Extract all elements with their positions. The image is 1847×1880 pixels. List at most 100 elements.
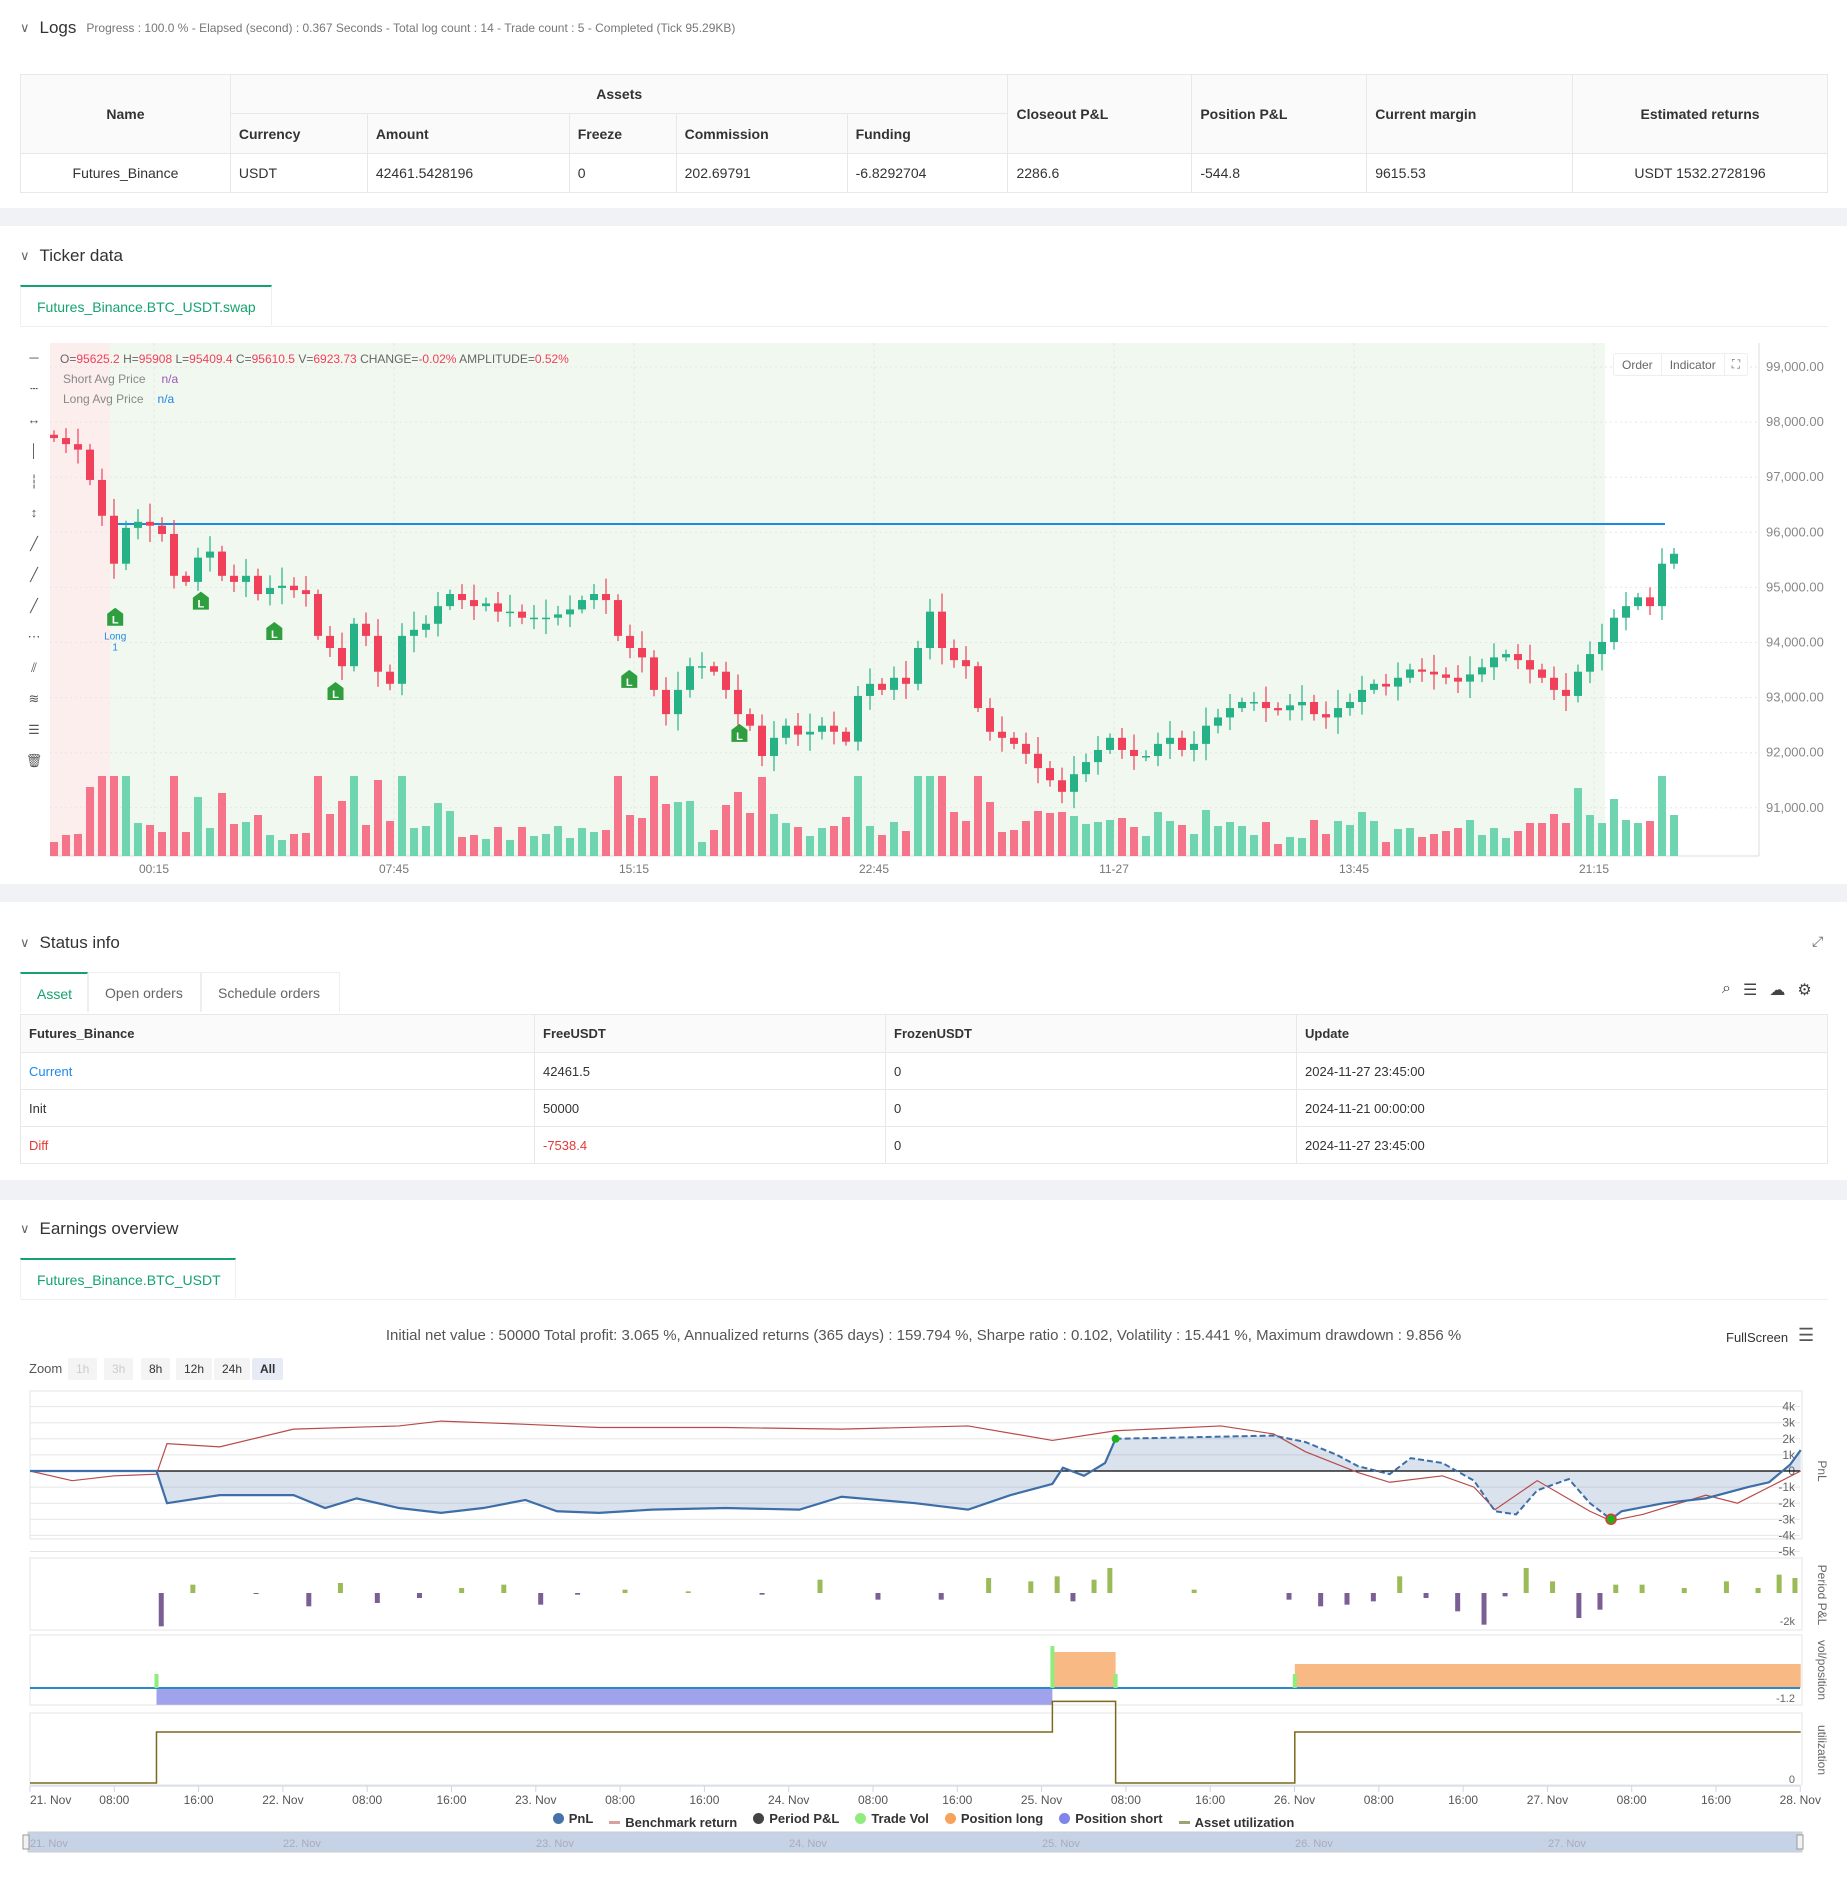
vertical-line-icon[interactable]: │ [29,443,39,458]
zoom-1h-button[interactable]: 1h [68,1358,98,1380]
candle [1502,654,1510,658]
volume-bar [314,776,322,856]
pnl-area [30,1435,1801,1520]
marker-label: L [332,689,339,701]
earnings-title: Earnings overview [39,1219,179,1238]
col-position-pnl: Position P&L [1191,74,1368,154]
zoom-8h-button[interactable]: 8h [141,1358,171,1380]
ticker-header[interactable]: ∨ Ticker data [20,246,123,266]
candlestick-chart[interactable]: 99,000.00 98,000.00 97,000.00 96,000.00 95,0… [0,330,1847,882]
search-icon[interactable]: ⌕ [1722,980,1731,997]
legend-item[interactable]: Position long [944,1811,1043,1826]
earnings-header[interactable]: ∨ Earnings overview [20,1219,178,1239]
horizontal-ray-icon[interactable]: ┄ [30,381,38,396]
candle [146,521,154,526]
status-header[interactable]: ∨ Status info [20,933,120,953]
legend-item[interactable]: Trade Vol [855,1811,929,1826]
parallel-channel-icon[interactable]: ⫽ [31,660,37,675]
price-label-icon[interactable]: ⋯ [27,629,41,644]
expand-icon[interactable]: ⛶ [1731,357,1741,371]
chevron-down-icon[interactable]: ∨ [20,20,30,35]
volume-bar [1046,813,1054,856]
legend-item[interactable]: Position short [1059,1811,1163,1826]
fib-lines-icon[interactable]: ≋ [28,691,40,706]
navigator[interactable]: 21. Nov 22. Nov 23. Nov 24. Nov 25. Nov 26. N… [0,1830,1847,1856]
candle [842,731,850,742]
zoom-all-button[interactable]: All [252,1358,284,1380]
list-icon[interactable]: ☰ [1742,982,1758,999]
volume-bar [290,834,298,856]
volume-bar [818,828,826,856]
candle [50,434,58,439]
horizontal-segment-icon[interactable]: ↔ [27,412,41,427]
period-pnl-bar [158,1593,164,1627]
long-entry-marker: L [621,669,638,689]
fullscreen-button[interactable]: FullScreen [1726,1330,1789,1345]
long-entry-marker: L [266,621,283,641]
volume-bar [1286,837,1294,856]
chevron-down-icon[interactable]: ∨ [20,248,30,263]
volume-bar [926,776,934,856]
col-est-returns: Estimated returns [1572,74,1828,154]
volume-bar [1406,828,1414,856]
legend-item[interactable]: Asset utilization [1178,1815,1294,1830]
candle [266,587,274,595]
menu-icon[interactable]: ☰ [1798,1325,1815,1345]
legend-item[interactable]: Period P&L [753,1811,839,1826]
col-margin: Current margin [1366,74,1574,154]
collapse-icon[interactable]: ⤢ [1812,933,1824,949]
tab-asset[interactable]: Asset [20,972,88,1012]
pnl-line [1610,1449,1802,1521]
price-channel-icon[interactable]: ☰ [28,722,40,737]
period-pnl-bar [1597,1593,1603,1610]
gear-icon[interactable]: ⚙ [1797,982,1812,999]
order-button[interactable]: Order [1614,354,1662,375]
period-pnl-bar [1523,1568,1529,1593]
trend-line-icon[interactable]: ╱ [30,536,38,551]
tab-btc-usdt[interactable]: Futures_Binance.BTC_USDT [20,1258,236,1298]
utilization-line [30,1700,1801,1784]
trash-icon[interactable]: 🗑 [25,753,43,768]
volume-bar [1454,828,1462,856]
legend-item[interactable]: PnL [552,1811,593,1826]
candle [470,600,478,607]
vertical-segment-icon[interactable]: ↕ [30,505,38,520]
tab-btc-usdt-swap[interactable]: Futures_Binance.BTC_USDT.swap [20,285,272,325]
tab-open-orders[interactable]: Open orders [88,972,201,1012]
segment-icon[interactable]: ╱ [30,598,38,613]
period-pnl-bar [1755,1588,1761,1593]
zoom-12h-button[interactable]: 12h [176,1358,213,1380]
cloud-download-icon[interactable]: ☁ [1769,982,1786,999]
cell: 42461.5 [534,1052,886,1090]
candle [110,515,118,564]
tab-schedule-orders[interactable]: Schedule orders [201,972,340,1012]
candle [1586,654,1594,672]
volume-bar [986,802,994,856]
zoom-24h-button[interactable]: 24h [214,1358,251,1380]
volume-bar [1646,821,1654,856]
candle [506,611,514,614]
period-pnl-bar [1455,1593,1461,1612]
legend-item[interactable]: Benchmark return [609,1815,737,1830]
candle [86,449,94,480]
zoom-3h-button[interactable]: 3h [104,1358,134,1380]
candle [1262,702,1270,709]
logs-header[interactable]: ∨ Logs Progress : 100.0 % - Elapsed (sec… [20,18,735,38]
cell: 2024-11-27 23:45:00 [1296,1126,1828,1164]
cell[interactable]: Current [20,1052,535,1090]
chevron-down-icon[interactable]: ∨ [20,935,30,950]
chevron-down-icon[interactable]: ∨ [20,1221,30,1236]
vertical-ray-icon[interactable]: ┆ [30,474,38,489]
period-pnl-bar [1344,1593,1350,1605]
cell: USDT [229,153,368,193]
period-pnl-bar [1502,1593,1508,1597]
cell: Diff [20,1126,535,1164]
ray-line-icon[interactable]: ╱ [30,567,38,582]
indicator-button[interactable]: Indicator [1662,354,1725,375]
long-entry-marker: L [327,682,344,701]
earnings-chart[interactable]: 4k3k2k1k0-1k-2k-3k-4k-5k-2k-1.20PnLPerio… [0,1385,1847,1825]
horizontal-line-icon[interactable]: ─ [29,350,39,365]
cell: -7538.4 [534,1126,886,1164]
candle [1142,756,1150,758]
period-pnl-bar [1107,1568,1113,1593]
